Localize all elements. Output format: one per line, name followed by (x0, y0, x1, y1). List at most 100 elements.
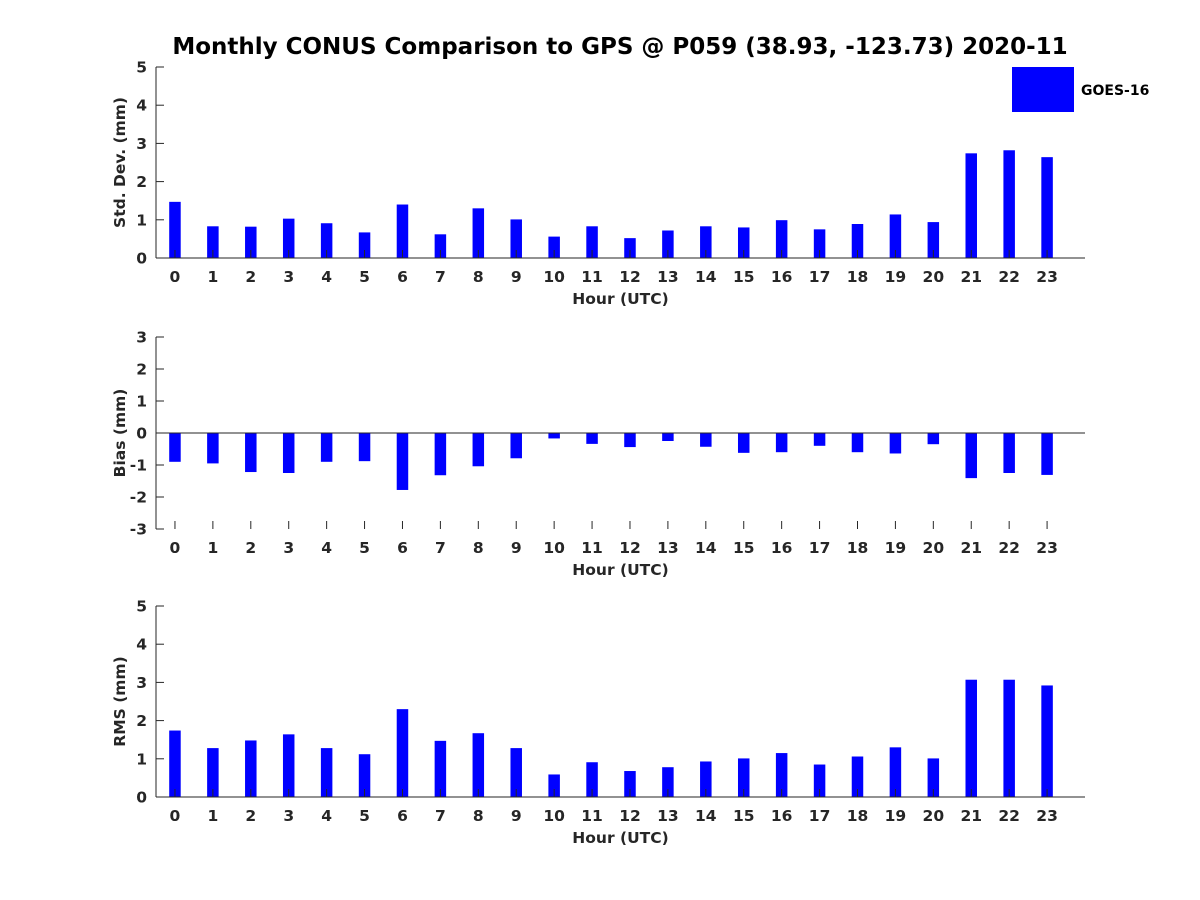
x-tick-label: 17 (809, 539, 831, 557)
x-tick-label: 3 (283, 807, 294, 825)
x-tick-label: 12 (619, 539, 641, 557)
x-tick-label: 19 (885, 539, 907, 557)
bar-hour-4 (320, 748, 333, 797)
y-axis-label: Bias (mm) (111, 389, 129, 478)
bar-hour-17 (813, 764, 826, 797)
bar-hour-6 (396, 709, 409, 797)
bar-hour-22 (1003, 679, 1015, 797)
bar-hour-5 (358, 754, 371, 797)
x-tick-label: 10 (543, 268, 565, 286)
bar-hour-2 (245, 433, 257, 473)
x-tick-label: 14 (695, 807, 717, 825)
bar-hour-3 (282, 218, 295, 258)
y-tick-label: 3 (136, 674, 147, 692)
bar-hour-21 (965, 433, 977, 479)
x-tick-label: 21 (960, 539, 982, 557)
bar-hour-14 (700, 433, 712, 447)
bar-hour-14 (700, 226, 712, 258)
bar-hour-21 (965, 679, 977, 797)
x-tick-label: 22 (998, 807, 1020, 825)
x-tick-label: 9 (511, 539, 522, 557)
bar-hour-23 (1041, 685, 1053, 797)
bar-hour-0 (169, 201, 181, 258)
bar-hour-12 (624, 771, 636, 797)
x-tick-label: 19 (885, 807, 907, 825)
x-tick-label: 6 (397, 807, 408, 825)
y-tick-label: 1 (136, 211, 147, 229)
y-tick-label: 4 (136, 636, 147, 654)
bar-hour-18 (851, 433, 864, 453)
x-tick-label: 22 (998, 268, 1020, 286)
bar-hour-6 (396, 204, 409, 258)
x-axis-label: Hour (UTC) (572, 829, 668, 847)
x-tick-label: 5 (359, 807, 370, 825)
bar-hour-22 (1003, 150, 1015, 258)
bar-hour-16 (775, 220, 788, 258)
y-tick-label: 3 (136, 329, 147, 347)
bar-hour-17 (813, 433, 826, 446)
bar-hour-0 (169, 730, 181, 797)
bar-hour-9 (510, 433, 522, 459)
bar-hour-1 (207, 226, 219, 258)
bar-hour-19 (889, 214, 902, 258)
x-tick-label: 7 (435, 268, 446, 286)
bar-hour-9 (510, 219, 522, 258)
bar-hour-23 (1041, 157, 1053, 258)
x-tick-label: 16 (771, 268, 793, 286)
bar-hour-5 (358, 232, 371, 258)
x-tick-label: 0 (170, 807, 181, 825)
bar-hour-21 (965, 153, 977, 258)
bar-hour-7 (434, 433, 447, 476)
x-tick-label: 18 (847, 807, 869, 825)
bar-hour-14 (700, 761, 712, 797)
bar-hour-20 (927, 222, 940, 258)
bar-hour-23 (1041, 433, 1053, 475)
x-tick-label: 5 (359, 268, 370, 286)
x-tick-label: 0 (170, 539, 181, 557)
bar-hour-7 (434, 234, 447, 258)
y-tick-label: 2 (136, 361, 147, 379)
x-tick-label: 23 (1036, 268, 1058, 286)
x-tick-label: 23 (1036, 539, 1058, 557)
x-tick-label: 15 (733, 268, 755, 286)
x-tick-label: 1 (207, 268, 218, 286)
bar-hour-9 (510, 748, 522, 797)
x-tick-label: 20 (923, 539, 945, 557)
bar-hour-20 (927, 433, 940, 445)
x-tick-label: 6 (397, 268, 408, 286)
x-tick-label: 15 (733, 807, 755, 825)
x-tick-label: 13 (657, 539, 679, 557)
x-tick-label: 0 (170, 268, 181, 286)
x-tick-label: 9 (511, 268, 522, 286)
bar-hour-11 (586, 433, 598, 444)
x-tick-label: 10 (543, 539, 565, 557)
bar-hour-3 (282, 433, 295, 473)
bar-hour-15 (737, 433, 750, 453)
x-tick-label: 3 (283, 268, 294, 286)
y-tick-label: -2 (130, 489, 147, 507)
y-tick-label: 1 (136, 393, 147, 411)
x-tick-label: 8 (473, 539, 484, 557)
x-tick-label: 17 (809, 807, 831, 825)
x-tick-label: 16 (771, 539, 793, 557)
x-tick-label: 20 (923, 807, 945, 825)
x-tick-label: 13 (657, 268, 679, 286)
x-tick-label: 21 (960, 268, 982, 286)
bar-hour-11 (586, 762, 598, 797)
x-tick-label: 19 (885, 268, 907, 286)
x-tick-label: 14 (695, 539, 717, 557)
bar-hour-1 (207, 433, 219, 464)
bar-hour-19 (889, 433, 902, 454)
x-tick-label: 18 (847, 268, 869, 286)
legend: GOES-16 (1012, 67, 1149, 112)
x-tick-label: 2 (245, 807, 256, 825)
bar-hour-7 (434, 740, 447, 797)
bar-hour-16 (775, 753, 788, 797)
x-tick-label: 11 (581, 268, 603, 286)
bar-hour-10 (548, 774, 560, 797)
x-tick-label: 15 (733, 539, 755, 557)
y-tick-label: 2 (136, 712, 147, 730)
x-tick-label: 18 (847, 539, 869, 557)
bar-hour-13 (662, 767, 674, 797)
